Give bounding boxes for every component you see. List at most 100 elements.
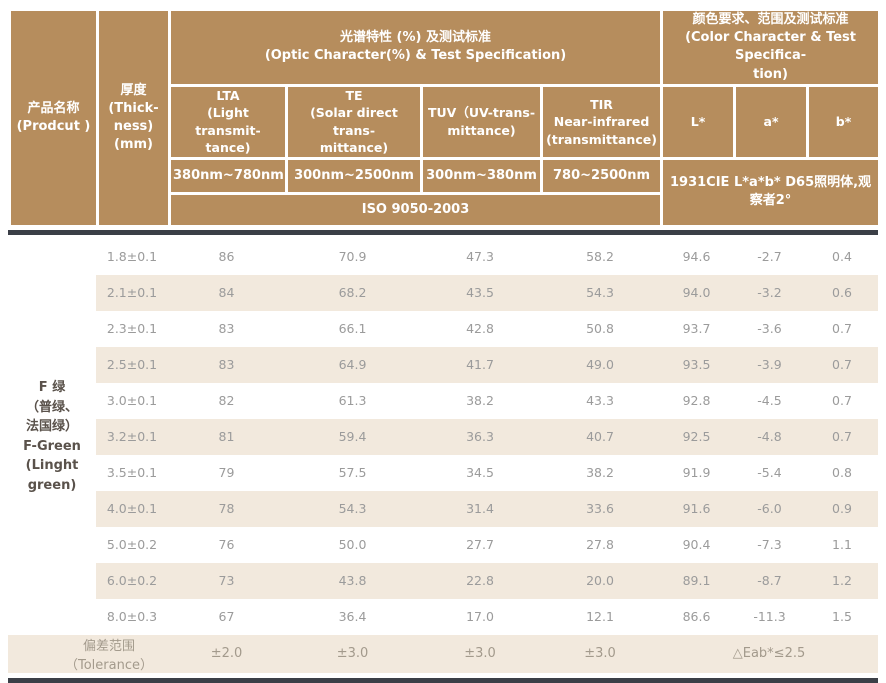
value-cell: 57.5 [338,465,367,481]
value-cell: 59.4 [285,418,420,455]
value-cell: -7.3 [757,537,782,553]
table-row: 8.0±0.3 67 36.4 17.0 12.1 86.6 -11.3 1.5 [8,599,878,635]
value-cell: 47.3 [466,249,494,265]
value-cell: 0.7 [806,418,878,455]
value-cell: 70.9 [338,249,367,265]
value-cell: 31.4 [420,490,540,527]
thickness-cell: 3.5±0.1 [106,465,158,481]
header-color-group: 颜色要求、范围及测试标准 (Color Character & Test Spe… [660,8,882,87]
value-cell: 42.8 [466,321,494,337]
table-row: 3.5±0.1 79 57.5 34.5 38.2 91.9 -5.4 0.8 [8,455,878,491]
value-cell: 1.2 [806,562,878,599]
table-row: 2.1±0.1 84 68.2 43.5 54.3 94.0 -3.2 0.6 [8,274,878,311]
value-cell: 50.0 [338,537,367,553]
value-cell: 36.3 [420,418,540,455]
tolerance-tir: ±3.0 [540,634,660,673]
value-cell: -2.7 [757,249,782,265]
header-l-star: L* [660,83,737,160]
value-cell: 79 [218,465,235,481]
value-cell: 92.8 [682,393,711,409]
header-thickness: 厚度 (Thick- ness) (mm) [96,8,171,228]
table-row: 4.0±0.1 78 54.3 31.4 33.6 91.6 -6.0 0.9 [8,490,878,527]
range-lta: 380nm~780nm [168,156,288,195]
value-cell: 68.2 [285,274,420,311]
thickness-cell: 2.1±0.1 [96,274,168,311]
thickness-cell: 8.0±0.3 [106,609,158,625]
value-cell: 0.4 [832,249,852,265]
value-cell: 41.7 [420,346,540,383]
table-row: 6.0±0.2 73 43.8 22.8 20.0 89.1 -8.7 1.2 [8,562,878,599]
thickness-cell: 1.8±0.1 [106,249,158,265]
value-cell: 73 [168,562,285,599]
range-tuv: 300nm~380nm [420,156,543,195]
bottom-divider-bar [8,677,878,683]
value-cell: 54.3 [540,274,660,311]
iso-standard-cell: ISO 9050-2003 [167,191,664,228]
value-cell: 76 [218,537,235,553]
value-cell: 0.9 [806,490,878,527]
value-cell: 58.2 [586,249,614,265]
tolerance-tuv: ±3.0 [420,634,540,673]
value-cell: 34.5 [466,465,494,481]
table-row: 2.3±0.1 83 66.1 42.8 50.8 93.7 -3.6 0.7 [8,311,878,347]
value-cell: 94.6 [682,249,711,265]
value-cell: 33.6 [540,490,660,527]
value-cell: 64.9 [285,346,420,383]
tolerance-te: ±3.0 [285,634,420,673]
value-cell: -8.7 [733,562,806,599]
value-cell: 84 [168,274,285,311]
range-te: 300nm~2500nm [285,156,423,195]
tolerance-row: 偏差范围（Tolerance） ±2.0 ±3.0 ±3.0 ±3.0 △Eab… [8,634,878,673]
value-cell: -5.4 [757,465,782,481]
tolerance-lta: ±2.0 [168,634,285,673]
value-cell: 0.8 [832,465,852,481]
value-cell: 12.1 [586,609,614,625]
tolerance-label: 偏差范围（Tolerance） [8,634,168,673]
value-cell: 83 [218,321,235,337]
value-cell: 67 [218,609,235,625]
header-lta: LTA (Light transmit- tance) [168,83,288,160]
table-row: 3.2±0.1 81 59.4 36.3 40.7 92.5 -4.8 0.7 [8,418,878,455]
value-cell: 27.7 [466,537,494,553]
table-row: 2.5±0.1 83 64.9 41.7 49.0 93.5 -3.9 0.7 [8,346,878,383]
header-product: 产品名称 (Prodcut ) [8,8,99,228]
table-row: 3.0±0.1 82 61.3 38.2 43.3 92.8 -4.5 0.7 [8,383,878,419]
table-row: 5.0±0.2 76 50.0 27.7 27.8 90.4 -7.3 1.1 [8,527,878,563]
value-cell: 91.6 [660,490,733,527]
value-cell: 86.6 [682,609,711,625]
value-cell: 1.5 [832,609,852,625]
value-cell: 20.0 [540,562,660,599]
value-cell: 40.7 [540,418,660,455]
value-cell: -6.0 [733,490,806,527]
value-cell: -3.2 [733,274,806,311]
value-cell: -11.3 [753,609,786,625]
value-cell: 66.1 [338,321,367,337]
value-cell: -3.9 [733,346,806,383]
cie-standard-cell: 1931CIE L*a*b* D65照明体,观察者2° [660,156,882,228]
value-cell: 86 [218,249,235,265]
value-cell: 38.2 [466,393,494,409]
value-cell: 83 [168,346,285,383]
value-cell: 82 [218,393,235,409]
value-cell: -4.5 [757,393,782,409]
value-cell: 38.2 [586,465,614,481]
thickness-cell: 2.3±0.1 [106,321,158,337]
value-cell: 94.0 [660,274,733,311]
value-cell: -4.8 [733,418,806,455]
thickness-cell: 3.2±0.1 [96,418,168,455]
value-cell: 43.5 [420,274,540,311]
value-cell: 1.1 [832,537,852,553]
header-tir: TIR Near-infrared (transmittance) [539,83,664,160]
range-tir: 780~2500nm [539,156,664,195]
thickness-cell: 5.0±0.2 [106,537,158,553]
value-cell: 81 [168,418,285,455]
header-optic-group: 光谱特性 (%) 及测试标准 (Optic Character(%) & Tes… [167,8,664,87]
value-cell: 61.3 [338,393,367,409]
value-cell: 22.8 [420,562,540,599]
value-cell: 0.7 [806,346,878,383]
thickness-cell: 6.0±0.2 [96,562,168,599]
thickness-cell: 4.0±0.1 [96,490,168,527]
header-b-star: b* [806,83,882,160]
tolerance-eab: △Eab*≤2.5 [660,634,878,673]
value-cell: 92.5 [660,418,733,455]
